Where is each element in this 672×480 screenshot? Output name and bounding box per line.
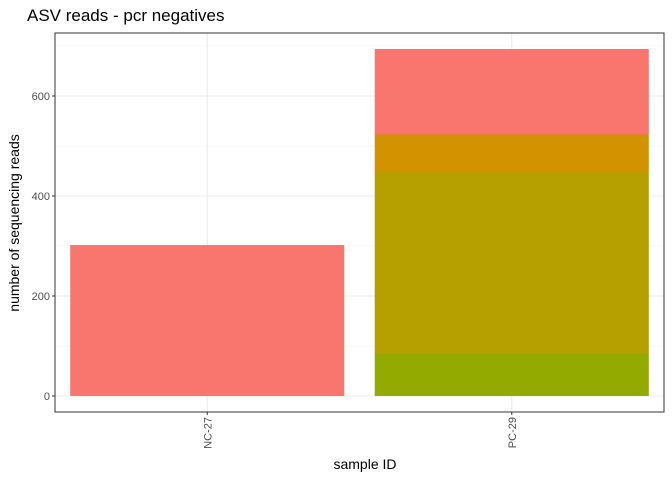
y-tick-label: 400	[32, 191, 50, 203]
x-axis-title: sample ID	[333, 456, 396, 472]
y-tick-label: 0	[44, 391, 50, 403]
bar-segment	[374, 353, 649, 396]
y-axis-title: number of sequencing reads	[6, 134, 22, 311]
y-tick-label: 600	[32, 91, 50, 103]
axis-ticks: 0 200 400 600 NC-27 PC-29	[32, 91, 519, 449]
x-tick-label: PC-29	[507, 417, 519, 448]
y-tick-label: 200	[32, 291, 50, 303]
bar-segment	[374, 171, 649, 354]
chart-title: ASV reads - pcr negatives	[27, 6, 224, 25]
bars	[70, 49, 649, 396]
bar-segment	[70, 245, 345, 396]
bar-segment	[374, 49, 649, 135]
x-tick-label: NC-27	[202, 417, 214, 449]
bar-segment	[374, 134, 649, 172]
panel-border	[54, 32, 665, 413]
